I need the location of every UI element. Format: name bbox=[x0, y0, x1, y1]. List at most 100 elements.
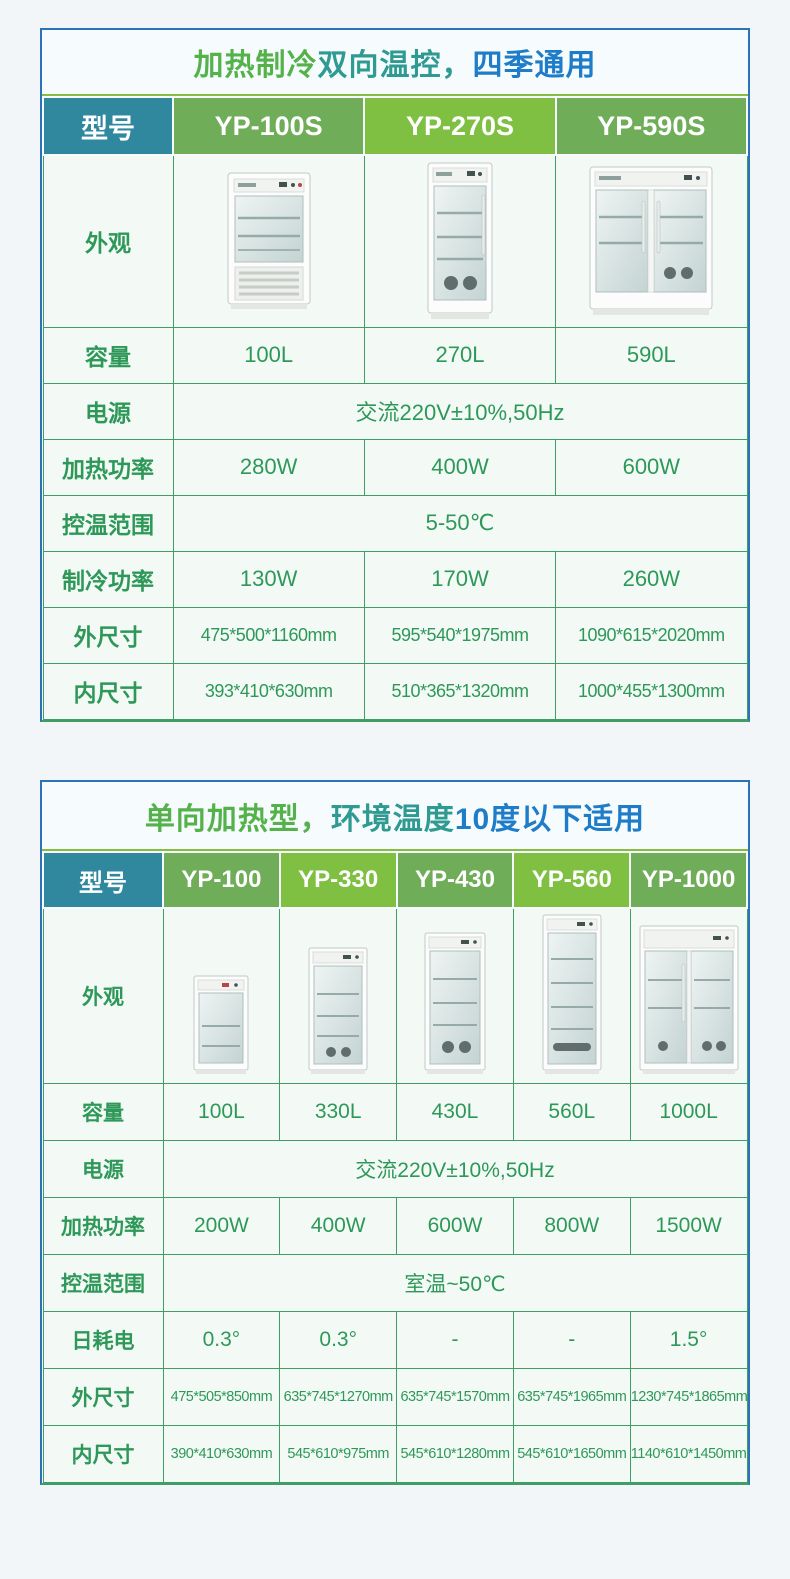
appearance-cell-yp560 bbox=[512, 907, 631, 1084]
table1-title-part3: 四季通用 bbox=[472, 49, 597, 82]
table2-title: 单向加热型， 环境温度 10度以下适用 bbox=[42, 782, 748, 851]
table2-title-part3: 10度以下适用 bbox=[454, 802, 646, 836]
heating-power-value: 400W bbox=[363, 438, 557, 496]
table2-header-model-label: 型号 bbox=[42, 851, 164, 909]
table1-cooling-power-row: 制冷功率 130W 170W 260W bbox=[42, 550, 748, 608]
power-supply-label: 电源 bbox=[42, 1139, 164, 1198]
heating-power-value: 200W bbox=[162, 1196, 281, 1255]
table2-appearance-row: 外观 bbox=[42, 907, 748, 1084]
power-supply-label: 电源 bbox=[42, 382, 174, 440]
inner-size-value: 545*610*975mm bbox=[279, 1424, 398, 1483]
capacity-value: 100L bbox=[172, 326, 365, 384]
appearance-cell-yp100s bbox=[172, 154, 365, 328]
table2-grid: 型号 YP-100 YP-330 YP-430 YP-560 YP-1000 外… bbox=[42, 851, 748, 1483]
product-photo-yp1000 bbox=[639, 925, 739, 1074]
table2-header-yp1000: YP-1000 bbox=[629, 851, 748, 909]
cooling-power-value: 130W bbox=[172, 550, 365, 608]
cooling-power-value: 260W bbox=[555, 550, 748, 608]
outer-size-value: 1230*745*1865mm bbox=[629, 1367, 748, 1426]
table2-daily-power-row: 日耗电 0.3° 0.3° - - 1.5° bbox=[42, 1310, 748, 1369]
capacity-value: 560L bbox=[512, 1082, 631, 1141]
outer-size-value: 475*505*850mm bbox=[162, 1367, 281, 1426]
table1-title-part1: 加热制冷 bbox=[193, 49, 318, 82]
product-photo-yp100 bbox=[193, 975, 249, 1074]
table2-header-yp100: YP-100 bbox=[162, 851, 281, 909]
table2-heating-power-row: 加热功率 200W 400W 600W 800W 1500W bbox=[42, 1196, 748, 1255]
daily-power-label: 日耗电 bbox=[42, 1310, 164, 1369]
outer-size-value: 1090*615*2020mm bbox=[555, 606, 748, 664]
table2-header-yp560: YP-560 bbox=[512, 851, 632, 909]
temp-range-value: 室温~50℃ bbox=[162, 1253, 748, 1312]
outer-size-value: 635*745*1270mm bbox=[279, 1367, 398, 1426]
daily-power-value: 0.3° bbox=[162, 1310, 281, 1369]
table1-appearance-label: 外观 bbox=[42, 154, 174, 328]
outer-size-value: 475*500*1160mm bbox=[172, 606, 365, 664]
inner-size-label: 内尺寸 bbox=[42, 662, 174, 720]
heating-power-value: 800W bbox=[512, 1196, 631, 1255]
daily-power-value: 0.3° bbox=[279, 1310, 398, 1369]
appearance-cell-yp330 bbox=[279, 907, 398, 1084]
table1-appearance-row: 外观 bbox=[42, 154, 748, 328]
daily-power-value: - bbox=[512, 1310, 631, 1369]
product-photo-yp430 bbox=[424, 932, 486, 1074]
appearance-cell-yp590s bbox=[555, 154, 748, 328]
heating-power-value: 400W bbox=[279, 1196, 398, 1255]
temp-range-value: 5-50℃ bbox=[172, 494, 748, 552]
inner-size-value: 510*365*1320mm bbox=[363, 662, 557, 720]
table1-grid: 型号 YP-100S YP-270S YP-590S 外观 bbox=[42, 96, 749, 720]
outer-size-value: 635*745*1965mm bbox=[512, 1367, 631, 1426]
cooling-power-label: 制冷功率 bbox=[42, 550, 174, 608]
table1-header-yp100s: YP-100S bbox=[171, 96, 366, 156]
table1-inner-size-row: 内尺寸 393*410*630mm 510*365*1320mm 1000*45… bbox=[42, 662, 748, 720]
daily-power-value: 1.5° bbox=[629, 1310, 748, 1369]
cooling-power-value: 170W bbox=[363, 550, 557, 608]
daily-power-value: - bbox=[396, 1310, 514, 1369]
power-supply-value: 交流220V±10%,50Hz bbox=[172, 382, 748, 440]
capacity-value: 270L bbox=[363, 326, 557, 384]
table1-title-part2: 双向温控， bbox=[317, 49, 473, 82]
table2-appearance-label: 外观 bbox=[42, 907, 164, 1084]
product-photo-yp560 bbox=[542, 914, 602, 1074]
table2-capacity-row: 容量 100L 330L 430L 560L 1000L bbox=[42, 1082, 748, 1141]
capacity-value: 100L bbox=[162, 1082, 281, 1141]
table1-header-model-label: 型号 bbox=[42, 96, 174, 156]
capacity-label: 容量 bbox=[42, 326, 174, 384]
product-photo-yp100s bbox=[227, 172, 311, 310]
table2-title-part2: 环境温度 bbox=[330, 802, 455, 836]
table2-header-yp330: YP-330 bbox=[278, 851, 398, 909]
outer-size-value: 595*540*1975mm bbox=[363, 606, 557, 664]
capacity-value: 1000L bbox=[629, 1082, 748, 1141]
temp-range-label: 控温范围 bbox=[42, 1253, 164, 1312]
appearance-cell-yp100 bbox=[162, 907, 281, 1084]
heating-power-value: 600W bbox=[555, 438, 748, 496]
capacity-label: 容量 bbox=[42, 1082, 164, 1141]
heating-power-value: 280W bbox=[172, 438, 365, 496]
heating-power-label: 加热功率 bbox=[42, 438, 174, 496]
table1-title: 加热制冷 双向温控， 四季通用 bbox=[42, 30, 748, 96]
table1-temp-range-row: 控温范围 5-50℃ bbox=[42, 494, 748, 552]
table1-heating-power-row: 加热功率 280W 400W 600W bbox=[42, 438, 748, 496]
heating-power-label: 加热功率 bbox=[42, 1196, 164, 1255]
table2-header-row: 型号 YP-100 YP-330 YP-430 YP-560 YP-1000 bbox=[42, 851, 748, 909]
outer-size-value: 635*745*1570mm bbox=[396, 1367, 514, 1426]
table1-header-yp590s: YP-590S bbox=[554, 96, 749, 156]
table1-header-yp270s: YP-270S bbox=[363, 96, 557, 156]
capacity-value: 590L bbox=[555, 326, 748, 384]
inner-size-value: 1140*610*1450mm bbox=[629, 1424, 748, 1483]
heating-power-value: 600W bbox=[396, 1196, 514, 1255]
outer-size-label: 外尺寸 bbox=[42, 606, 174, 664]
table2-title-part1: 单向加热型， bbox=[144, 802, 331, 836]
table2-header-yp430: YP-430 bbox=[395, 851, 515, 909]
product-photo-yp270s bbox=[427, 162, 493, 320]
capacity-value: 430L bbox=[396, 1082, 514, 1141]
table1-power-supply-row: 电源 交流220V±10%,50Hz bbox=[42, 382, 748, 440]
heating-power-value: 1500W bbox=[629, 1196, 748, 1255]
table2-inner-size-row: 内尺寸 390*410*630mm 545*610*975mm 545*610*… bbox=[42, 1424, 748, 1483]
inner-size-label: 内尺寸 bbox=[42, 1424, 164, 1483]
appearance-cell-yp1000 bbox=[629, 907, 748, 1084]
table1-capacity-row: 容量 100L 270L 590L bbox=[42, 326, 748, 384]
product-photo-yp590s bbox=[589, 166, 713, 316]
table1-header-row: 型号 YP-100S YP-270S YP-590S bbox=[42, 96, 749, 156]
capacity-value: 330L bbox=[279, 1082, 398, 1141]
spec-table-heating-only: 单向加热型， 环境温度 10度以下适用 型号 YP-100 YP-330 YP-43… bbox=[40, 780, 750, 1485]
